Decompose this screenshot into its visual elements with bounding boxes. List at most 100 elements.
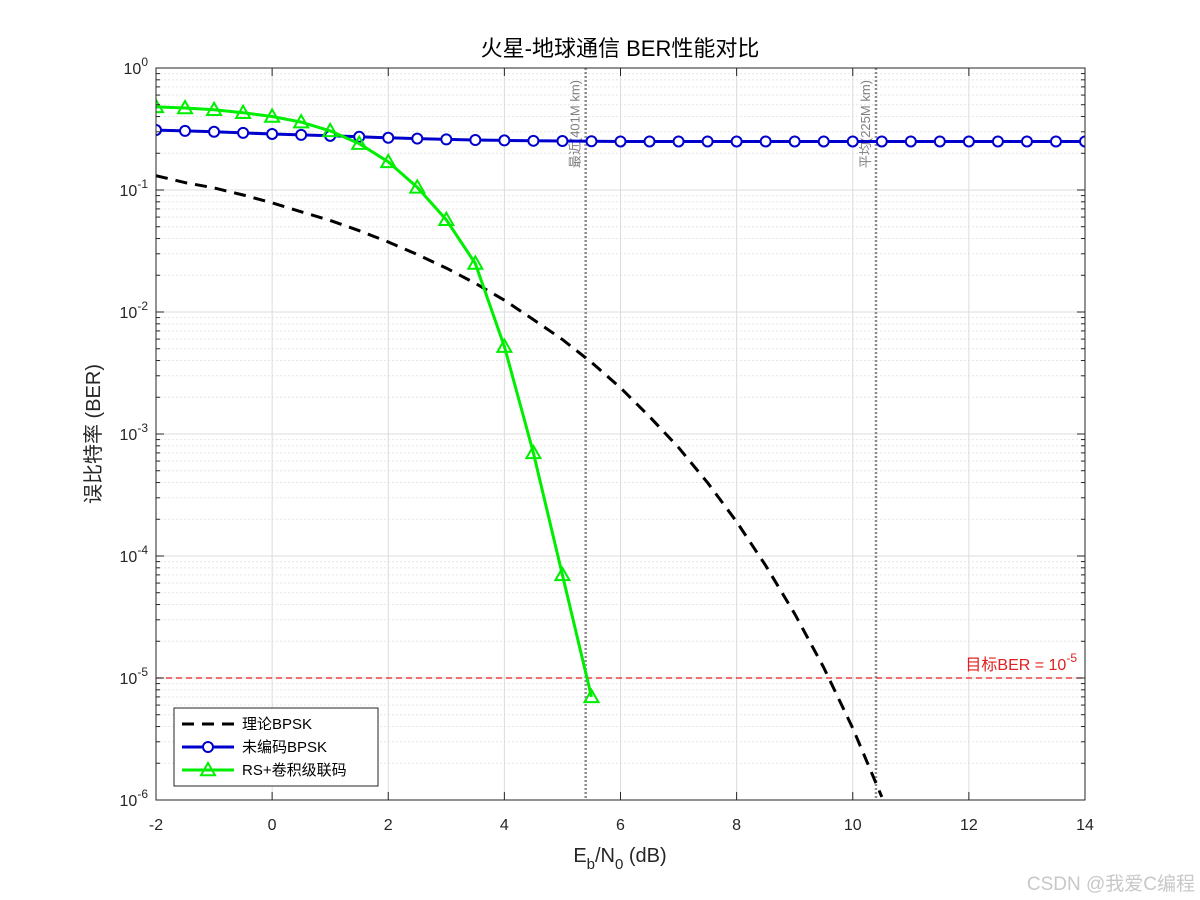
legend-entry-label: 未编码BPSK (242, 739, 327, 756)
data-point (382, 131, 395, 144)
data-point (817, 135, 830, 148)
data-point (553, 565, 572, 582)
data-point (556, 135, 569, 148)
y-tick-base: 10 (124, 61, 142, 78)
data-point (643, 135, 656, 148)
data-point (411, 132, 424, 145)
data-point (1020, 135, 1033, 148)
data-point (263, 107, 281, 123)
y-tick-exponent: -5 (137, 665, 148, 679)
data-point (527, 134, 540, 147)
target-label-text: 目标BER = 10 (965, 656, 1066, 674)
data-point (875, 135, 888, 148)
axis-ticks (155, 67, 1086, 801)
series-line (156, 105, 593, 698)
target-line-label: 目标BER = 10-5 (965, 651, 1077, 674)
x-axis-label-unit: (dB) (623, 845, 666, 867)
y-tick-label: 10-3 (120, 421, 149, 444)
data-point (904, 135, 917, 148)
x-tick-label: 12 (960, 817, 978, 834)
x-tick-labels: -2 0 2 4 6 8 10 12 14 (149, 817, 1094, 834)
y-tick-exponent: -6 (137, 787, 148, 801)
data-point (962, 135, 975, 148)
data-point (759, 135, 772, 148)
data-point (379, 152, 397, 169)
x-tick-label: 2 (384, 817, 393, 834)
data-point (205, 100, 223, 116)
data-point (585, 135, 598, 148)
y-tick-label: 10-2 (120, 299, 149, 322)
data-point (672, 135, 685, 148)
data-point (437, 210, 456, 227)
data-point (701, 135, 714, 148)
data-point (846, 135, 859, 148)
data-point (266, 127, 279, 140)
legend-entry-label: 理论BPSK (242, 716, 312, 733)
data-point (292, 113, 310, 129)
data-point (176, 98, 194, 115)
y-tick-label: 100 (124, 55, 149, 78)
data-point (440, 133, 453, 146)
data-point (788, 135, 801, 148)
vertical-line-label: 最近(401M km) (568, 80, 583, 168)
data-point (933, 135, 946, 148)
x-tick-label: 14 (1076, 817, 1094, 834)
data-point (408, 178, 427, 194)
y-axis-label: 误比特率 (BER) (82, 364, 105, 504)
x-tick-label: 6 (616, 817, 625, 834)
target-label-exponent: -5 (1066, 651, 1077, 665)
data-point (321, 121, 339, 138)
data-point (295, 128, 308, 141)
y-tick-exponent: -4 (137, 543, 148, 557)
data-point (991, 135, 1004, 148)
y-tick-label: 10-1 (120, 177, 149, 200)
data-point (208, 125, 221, 138)
legend-swatch-marker (202, 741, 214, 753)
data-point (1079, 135, 1085, 148)
x-tick-label: 0 (268, 817, 277, 834)
data-point (234, 103, 252, 119)
series-3 (156, 97, 601, 704)
x-tick-label: 4 (500, 817, 509, 834)
data-point (614, 135, 627, 148)
y-tick-exponent: -2 (137, 299, 148, 313)
x-axis-label-sub-0: 0 (615, 856, 623, 873)
y-tick-base: 10 (120, 671, 138, 688)
x-axis-label-e: E (573, 845, 586, 867)
data-point (524, 443, 543, 460)
x-axis-label: Eb/N0 (dB) (573, 845, 666, 873)
target-ber-line: 目标BER = 10-5 (156, 651, 1085, 679)
chart-title: 火星-地球通信 BER性能对比 (481, 36, 760, 61)
data-point (179, 124, 192, 137)
data-point (350, 134, 368, 150)
y-tick-base: 10 (120, 305, 138, 322)
legend-swatch-marker (199, 760, 217, 777)
data-point (498, 134, 511, 147)
y-tick-exponent: -1 (137, 177, 148, 191)
legend: 理论BPSK 未编码BPSK RS+卷积级联码 (173, 707, 379, 787)
series-1 (156, 174, 884, 798)
data-point (466, 254, 485, 270)
data-point (1049, 135, 1062, 148)
data-point (156, 124, 162, 137)
x-axis-label-sub-b: b (587, 856, 595, 873)
x-tick-label: 8 (732, 817, 741, 834)
series-layer (156, 97, 1085, 798)
data-point (469, 133, 482, 146)
data-point (730, 135, 743, 148)
plot-area: 最近(401M km) 平均(225M km) 目标BER = 10-5 (155, 67, 1086, 801)
x-axis-label-n: /N (595, 845, 615, 867)
y-tick-label: 10-5 (120, 665, 149, 688)
y-tick-base: 10 (120, 183, 138, 200)
series-line (156, 174, 884, 798)
y-tick-exponent: 0 (141, 55, 148, 69)
y-tick-label: 10-6 (120, 787, 149, 810)
y-tick-base: 10 (120, 549, 138, 566)
y-tick-base: 10 (120, 427, 138, 444)
series-2 (156, 124, 1085, 148)
data-point (582, 687, 601, 704)
data-point (237, 126, 250, 139)
data-point (495, 337, 514, 353)
